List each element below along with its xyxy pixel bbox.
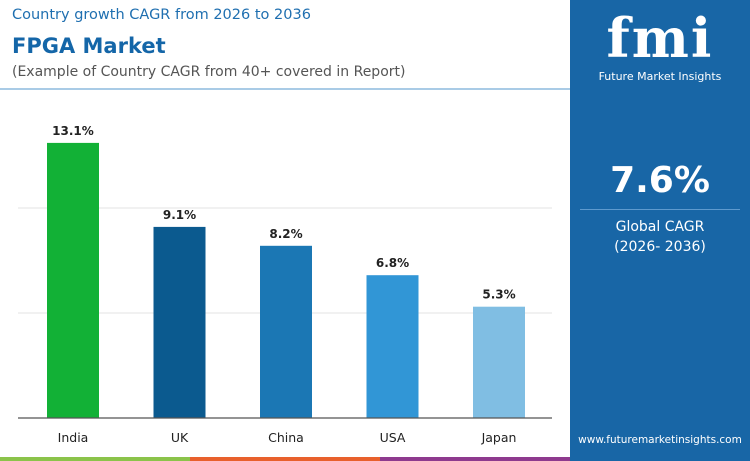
x-tick-label: UK: [171, 430, 189, 445]
logo-name: Future Market Insights: [598, 70, 722, 83]
strip-orange: [190, 457, 380, 461]
logo-mark: fmi: [606, 6, 714, 70]
data-label: 9.1%: [163, 208, 196, 222]
data-label: 8.2%: [269, 227, 302, 241]
data-label: 13.1%: [52, 124, 94, 138]
panel-divider: [580, 209, 740, 210]
bar-chart: 13.1% India 9.1% UK 8.2% China 6.8% USA 5.3% Japa…: [18, 124, 552, 445]
chart-subtitle: Country growth CAGR from 2026 to 2036: [12, 7, 311, 23]
x-tick-label: India: [58, 430, 89, 445]
strip-purple: [380, 457, 570, 461]
global-cagr-label: Global CAGR (2026- 2036): [570, 217, 750, 257]
x-tick-label: Japan: [481, 430, 517, 445]
strip-green: [0, 457, 190, 461]
bar-japan: [473, 306, 525, 418]
bar-india: [47, 142, 99, 418]
data-label: 6.8%: [376, 256, 409, 270]
bar-china: [260, 245, 312, 418]
fmi-logo: fmi Future Market Insights: [570, 8, 750, 83]
chart-title: FPGA Market: [12, 34, 166, 58]
global-cagr-text: Global CAGR: [615, 219, 705, 235]
summary-panel: fmi Future Market Insights 7.6% Global C…: [570, 0, 750, 461]
bar-usa: [366, 275, 419, 418]
header-divider: [0, 88, 570, 90]
x-tick-label: USA: [380, 430, 406, 445]
global-cagr-value: 7.6%: [610, 160, 710, 201]
data-label: 5.3%: [482, 288, 515, 302]
website-url[interactable]: www.futuremarketinsights.com: [578, 434, 742, 446]
chart-note: (Example of Country CAGR from 40+ covere…: [12, 64, 406, 80]
bar-uk: [153, 226, 206, 418]
global-cagr-period: (2026- 2036): [614, 239, 706, 255]
x-tick-label: China: [268, 430, 304, 445]
